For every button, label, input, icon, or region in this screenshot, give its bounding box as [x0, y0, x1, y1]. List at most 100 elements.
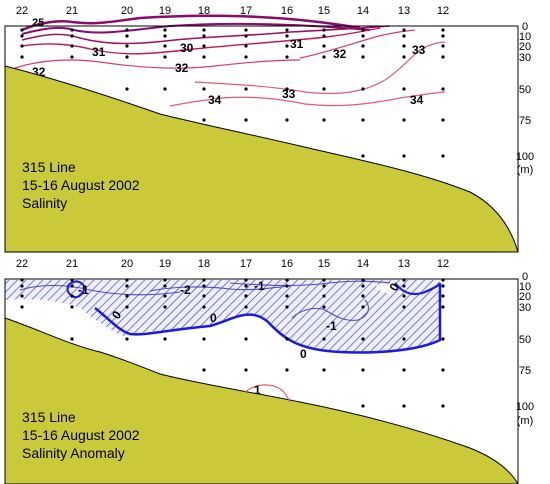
sample-point — [20, 28, 24, 32]
sample-point — [402, 404, 406, 408]
sample-point — [163, 34, 167, 38]
contour-neg2 — [149, 285, 291, 292]
contour-30 — [21, 25, 391, 45]
sample-point — [20, 294, 24, 298]
panel-title-variable: Salinity Anomaly — [22, 445, 125, 461]
sample-point — [163, 44, 167, 48]
sample-point — [441, 305, 445, 309]
sample-point — [441, 44, 445, 48]
sample-point — [441, 55, 445, 59]
sample-point — [244, 368, 248, 372]
sample-point — [20, 305, 24, 309]
sample-point — [285, 118, 289, 122]
sample-point — [322, 305, 326, 309]
station-tick-21: 21 — [66, 258, 78, 270]
station-tick-17: 17 — [240, 5, 252, 17]
sample-point — [244, 305, 248, 309]
sample-point — [285, 294, 289, 298]
sample-point — [322, 337, 326, 341]
contour-32b — [299, 29, 416, 59]
sample-point — [163, 55, 167, 59]
contour-neg1-left — [19, 285, 181, 296]
depth-tick-10: 10 — [519, 31, 531, 43]
sample-point — [322, 87, 326, 91]
sample-point — [244, 337, 248, 341]
sample-point — [361, 337, 365, 341]
contour-label-32-right: 32 — [333, 47, 347, 61]
negative-contours — [19, 280, 391, 321]
sample-point — [402, 34, 406, 38]
sample-point — [361, 284, 365, 288]
sample-point — [202, 44, 206, 48]
contour-neg1-right — [229, 280, 391, 287]
station-tick-19: 19 — [159, 5, 171, 17]
sample-point — [125, 305, 129, 309]
sample-point — [244, 55, 248, 59]
sample-point — [20, 284, 24, 288]
contour-label-neg1-left: -1 — [78, 283, 89, 297]
sample-point — [441, 34, 445, 38]
sample-point — [202, 34, 206, 38]
sample-point — [285, 305, 289, 309]
contour-34 — [169, 91, 446, 107]
contour-label-neg1-right: -1 — [326, 319, 337, 333]
sample-point — [285, 55, 289, 59]
depth-tick-30: 30 — [519, 302, 531, 314]
negative-anomaly-region — [5, 280, 440, 353]
sample-point — [70, 305, 74, 309]
depth-tick-75: 75 — [519, 115, 531, 127]
sample-point — [361, 404, 365, 408]
sample-point — [163, 305, 167, 309]
sample-point — [285, 44, 289, 48]
sample-point — [70, 55, 74, 59]
sample-point — [285, 34, 289, 38]
contour-label-30: 30 — [180, 41, 194, 55]
sample-point — [322, 55, 326, 59]
sample-point — [244, 34, 248, 38]
sample-point — [244, 87, 248, 91]
contour-25 — [21, 14, 361, 32]
sample-point — [202, 28, 206, 32]
station-axis: 22 21 20 19 18 17 16 15 14 13 12 — [16, 5, 449, 17]
sample-point — [361, 55, 365, 59]
sample-point — [125, 44, 129, 48]
station-tick-16: 16 — [281, 258, 293, 270]
sample-point — [244, 28, 248, 32]
contour-label-33-mid: 33 — [282, 87, 296, 101]
sample-point — [361, 154, 365, 158]
sample-point — [202, 87, 206, 91]
sample-point — [70, 34, 74, 38]
sample-point — [202, 55, 206, 59]
sample-point — [70, 337, 74, 341]
sample-point — [402, 87, 406, 91]
station-tick-15: 15 — [318, 5, 330, 17]
plot-frame — [4, 278, 519, 484]
sample-point — [70, 44, 74, 48]
sample-point — [202, 305, 206, 309]
sample-point — [244, 294, 248, 298]
station-tick-12: 12 — [437, 5, 449, 17]
sample-point — [163, 87, 167, 91]
contour-neg1-loop — [66, 280, 86, 299]
sample-point — [322, 44, 326, 48]
sample-point — [163, 337, 167, 341]
contour-label-31-left: 31 — [92, 45, 106, 59]
sample-point — [402, 337, 406, 341]
sample-point — [441, 284, 445, 288]
contour-label-zero-right: 0 — [300, 347, 307, 361]
sample-point — [441, 337, 445, 341]
sample-point — [163, 28, 167, 32]
sample-point — [361, 28, 365, 32]
sample-point — [125, 294, 129, 298]
station-tick-22: 22 — [16, 258, 28, 270]
sample-point — [441, 87, 445, 91]
sample-point — [163, 294, 167, 298]
station-tick-18: 18 — [198, 5, 210, 17]
sample-point — [402, 368, 406, 372]
depth-tick-100: 100 — [516, 151, 534, 163]
sample-point — [322, 118, 326, 122]
sample-point — [441, 294, 445, 298]
depth-tick-50: 50 — [519, 84, 531, 96]
panel-title-variable: Salinity — [22, 195, 67, 211]
